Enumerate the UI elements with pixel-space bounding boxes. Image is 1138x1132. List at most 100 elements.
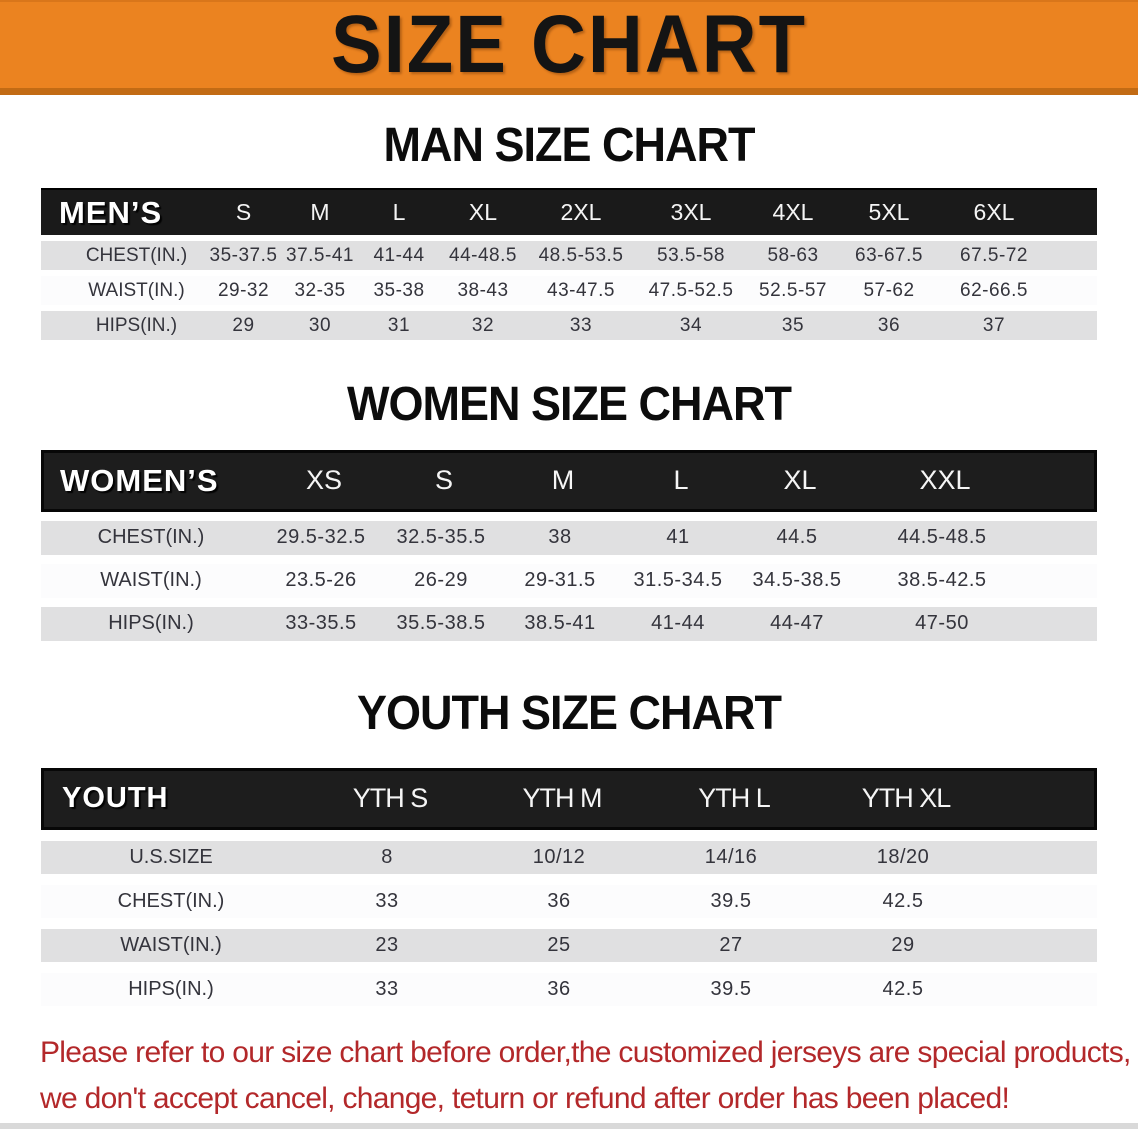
youth-hips-row: HIPS(IN.) 33 36 39.5 42.5: [41, 972, 1097, 1006]
cell: 47.5-52.5: [648, 279, 734, 301]
row-label: CHEST(IN.): [85, 244, 188, 266]
women-size-col-s: S: [434, 465, 453, 495]
cell: 18/20: [876, 845, 930, 868]
cell: 47-50: [915, 612, 969, 634]
cell: 42.5: [882, 889, 924, 912]
youth-size-col-s: YTH S: [352, 783, 429, 814]
row-label: HIPS(IN.): [95, 314, 178, 336]
cell: 29: [891, 933, 915, 956]
cell: 33: [375, 889, 399, 912]
men-hips-row: HIPS(IN.) 29 30 31 32 33 34 35 36 37: [41, 311, 1097, 341]
bottom-edge-strip: [0, 1123, 1138, 1129]
row-label: WAIST(IN.): [88, 279, 185, 301]
cell: 44.5: [776, 526, 818, 548]
youth-size-col-l: YTH L: [698, 783, 771, 814]
cell: 34.5-38.5: [752, 569, 842, 591]
page-title: SIZE CHART: [331, 0, 807, 91]
cell: 29-32: [217, 279, 270, 301]
men-size-col-4xl: 4XL: [772, 199, 814, 226]
cell: 33: [375, 977, 399, 1000]
cell: 31.5-34.5: [633, 569, 723, 591]
women-size-col-xxl: XXL: [919, 465, 971, 495]
cell: 52.5-57: [759, 279, 827, 301]
cell: 37.5-41: [286, 244, 354, 266]
cell: 30: [308, 314, 332, 336]
men-table-title: MEN’S: [59, 194, 163, 230]
youth-size-col-xl: YTH XL: [861, 783, 952, 814]
women-table-header-row: WOMEN’S XS S M L XL XXL: [41, 449, 1097, 512]
men-size-table: MEN’S S M L XL 2XL 3XL 4XL 5XL 6XL CHEST…: [41, 188, 1097, 341]
cell: 35: [781, 314, 805, 336]
order-policy-note: Please refer to our size chart before or…: [40, 1030, 1131, 1123]
cell: 44.5-48.5: [897, 526, 987, 548]
cell: 35-38: [373, 279, 425, 301]
men-size-col-6xl: 6XL: [973, 199, 1015, 226]
row-label: WAIST(IN.): [120, 933, 222, 956]
cell: 36: [547, 977, 571, 1000]
cell: 39.5: [710, 889, 752, 912]
row-label: WAIST(IN.): [100, 569, 202, 591]
cell: 38.5-42.5: [897, 569, 987, 591]
cell: 63-67.5: [855, 244, 923, 266]
youth-table-title: YOUTH: [62, 782, 169, 815]
row-label: U.S.SIZE: [129, 845, 213, 868]
men-size-col-3xl: 3XL: [670, 199, 712, 226]
women-chest-row: CHEST(IN.) 29.5-32.5 32.5-35.5 38 41 44.…: [41, 520, 1097, 555]
cell: 31: [387, 314, 411, 336]
cell: 57-62: [863, 279, 915, 301]
women-hips-row: HIPS(IN.) 33-35.5 35.5-38.5 38.5-41 41-4…: [41, 606, 1097, 641]
youth-waist-row: WAIST(IN.) 23 25 27 29: [41, 928, 1097, 962]
cell: 29.5-32.5: [276, 526, 366, 548]
women-size-col-m: M: [551, 465, 575, 495]
cell: 35-37.5: [209, 244, 278, 266]
cell: 43-47.5: [547, 279, 615, 301]
men-size-col-5xl: 5XL: [868, 199, 910, 226]
row-label: CHEST(IN.): [97, 526, 205, 548]
cell: 41-44: [373, 244, 425, 266]
cell: 44-47: [770, 612, 824, 634]
row-label: CHEST(IN.): [117, 889, 225, 912]
cell: 33-35.5: [285, 612, 357, 634]
cell: 53.5-58: [657, 244, 725, 266]
order-policy-line-2: we don't accept cancel, change, teturn o…: [40, 1082, 1010, 1116]
cell: 33: [569, 314, 593, 336]
youth-table-header-row: YOUTH YTH S YTH M YTH L YTH XL: [41, 767, 1097, 830]
cell: 39.5: [710, 977, 752, 1000]
cell: 8: [381, 845, 393, 868]
cell: 41-44: [651, 612, 705, 634]
banner: SIZE CHART: [0, 0, 1138, 95]
cell: 38.5-41: [524, 612, 596, 634]
cell: 23: [375, 933, 399, 956]
men-table-header-row: MEN’S S M L XL 2XL 3XL 4XL 5XL 6XL: [41, 188, 1097, 236]
cell: 27: [719, 933, 743, 956]
men-size-col-l: L: [392, 199, 406, 226]
cell: 48.5-53.5: [538, 244, 624, 266]
men-size-col-s: S: [235, 199, 252, 226]
cell: 42.5: [882, 977, 924, 1000]
women-waist-row: WAIST(IN.) 23.5-26 26-29 29-31.5 31.5-34…: [41, 563, 1097, 598]
cell: 35.5-38.5: [396, 612, 486, 634]
cell: 38-43: [457, 279, 509, 301]
youth-size-col-m: YTH M: [522, 783, 603, 814]
cell: 58-63: [767, 244, 819, 266]
cell: 14/16: [704, 845, 758, 868]
cell: 29-31.5: [524, 569, 596, 591]
row-label: HIPS(IN.): [128, 977, 214, 1000]
women-size-col-l: L: [673, 465, 689, 495]
cell: 26-29: [414, 569, 468, 591]
cell: 36: [877, 314, 901, 336]
cell: 37: [982, 314, 1006, 336]
men-size-col-xl: XL: [468, 199, 498, 226]
women-size-col-xs: XS: [305, 465, 343, 495]
youth-ussize-row: U.S.SIZE 8 10/12 14/16 18/20: [41, 840, 1097, 874]
cell: 62-66.5: [960, 279, 1028, 301]
cell: 32-35: [294, 279, 346, 301]
cell: 36: [547, 889, 571, 912]
cell: 23.5-26: [285, 569, 357, 591]
youth-chest-row: CHEST(IN.) 33 36 39.5 42.5: [41, 884, 1097, 918]
order-policy-line-1: Please refer to our size chart before or…: [40, 1035, 1131, 1069]
men-waist-row: WAIST(IN.) 29-32 32-35 35-38 38-43 43-47…: [41, 276, 1097, 306]
cell: 10/12: [532, 845, 586, 868]
cell: 41: [666, 526, 690, 548]
